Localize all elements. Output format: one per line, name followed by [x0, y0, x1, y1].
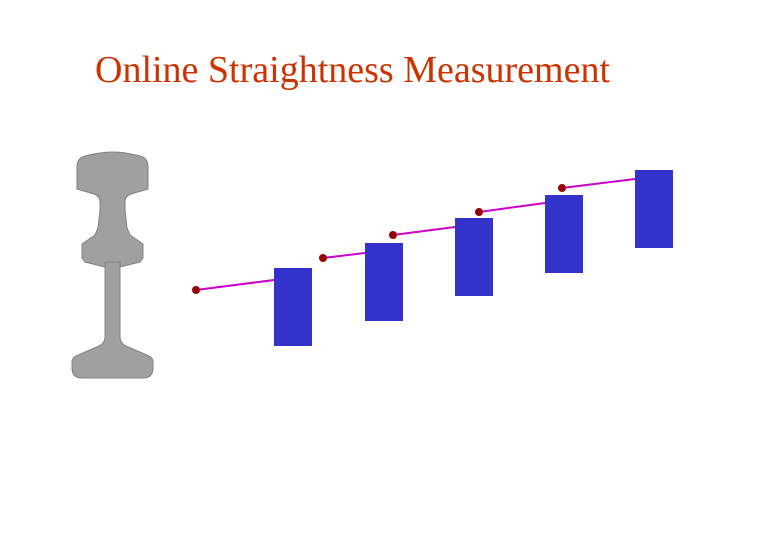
sensor-line-1	[323, 253, 365, 258]
rail-head	[77, 152, 148, 267]
sensor-layer	[192, 170, 673, 346]
sensor-dot-4	[558, 184, 566, 192]
sensor-block-4	[635, 170, 673, 248]
sensor-block-3	[545, 195, 583, 273]
sensor-line-0	[196, 280, 274, 290]
sensor-dot-0	[192, 286, 200, 294]
sensor-dot-3	[475, 208, 483, 216]
sensor-dot-1	[319, 254, 327, 262]
sensor-line-3	[479, 203, 545, 212]
sensor-block-1	[365, 243, 403, 321]
diagram-canvas	[0, 0, 780, 540]
sensor-dot-2	[389, 231, 397, 239]
rail-base	[72, 262, 153, 378]
sensor-block-2	[455, 218, 493, 296]
sensor-line-4	[562, 179, 635, 188]
sensor-block-0	[274, 268, 312, 346]
rail-profile	[72, 152, 153, 378]
sensor-line-2	[393, 227, 455, 235]
